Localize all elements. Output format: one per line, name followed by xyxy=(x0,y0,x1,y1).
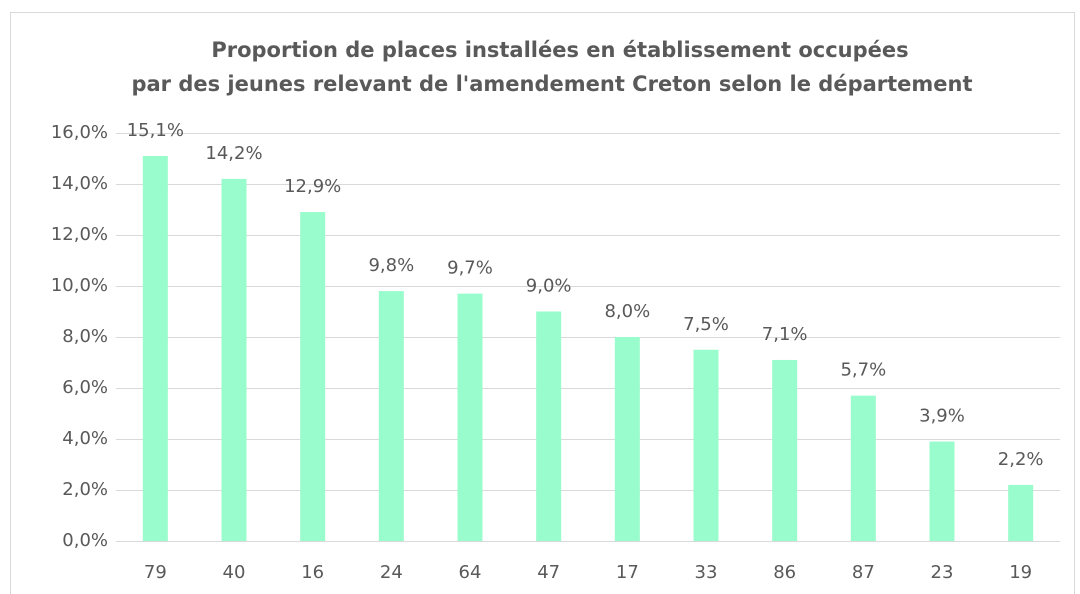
chart-title: Proportion de places installées en établ… xyxy=(211,38,908,62)
x-tick-label: 16 xyxy=(301,562,324,583)
value-label: 2,2% xyxy=(998,449,1044,470)
y-tick-label: 8,0% xyxy=(62,326,108,347)
y-tick-label: 2,0% xyxy=(62,479,108,500)
x-tick-label: 79 xyxy=(144,562,167,583)
value-label: 14,2% xyxy=(205,143,262,164)
x-tick-label: 17 xyxy=(616,562,639,583)
value-label: 9,8% xyxy=(368,255,414,276)
value-label: 12,9% xyxy=(284,176,341,197)
value-label: 15,1% xyxy=(127,120,184,141)
bar xyxy=(221,178,247,541)
value-label: 9,7% xyxy=(447,258,493,279)
x-tick-label: 24 xyxy=(380,562,403,583)
bar xyxy=(929,441,955,541)
bar xyxy=(1008,484,1034,541)
y-tick-label: 10,0% xyxy=(51,275,108,296)
y-tick-label: 16,0% xyxy=(51,122,108,143)
bar xyxy=(300,212,326,542)
x-tick-label: 87 xyxy=(852,562,875,583)
y-tick-label: 0,0% xyxy=(62,530,108,551)
bar xyxy=(693,349,719,541)
x-tick-label: 47 xyxy=(537,562,560,583)
bar xyxy=(457,293,483,541)
x-tick-label: 33 xyxy=(695,562,718,583)
chart-title: par des jeunes relevant de l'amendement … xyxy=(131,72,972,96)
bar xyxy=(536,311,562,541)
y-tick-label: 14,0% xyxy=(51,173,108,194)
value-label: 7,5% xyxy=(683,314,729,335)
y-tick-label: 4,0% xyxy=(62,428,108,449)
value-label: 7,1% xyxy=(762,324,808,345)
value-label: 8,0% xyxy=(604,301,650,322)
bar xyxy=(772,359,798,541)
x-tick-label: 86 xyxy=(773,562,796,583)
value-label: 9,0% xyxy=(526,276,572,297)
x-tick-label: 19 xyxy=(1009,562,1032,583)
x-tick-label: 64 xyxy=(459,562,482,583)
bar xyxy=(614,337,640,541)
value-label: 3,9% xyxy=(919,406,965,427)
bar xyxy=(142,155,168,541)
bar xyxy=(378,291,404,541)
y-tick-label: 6,0% xyxy=(62,377,108,398)
value-label: 5,7% xyxy=(840,360,886,381)
y-tick-label: 12,0% xyxy=(51,224,108,245)
x-tick-label: 40 xyxy=(223,562,246,583)
bar xyxy=(850,395,876,541)
x-tick-label: 23 xyxy=(931,562,954,583)
